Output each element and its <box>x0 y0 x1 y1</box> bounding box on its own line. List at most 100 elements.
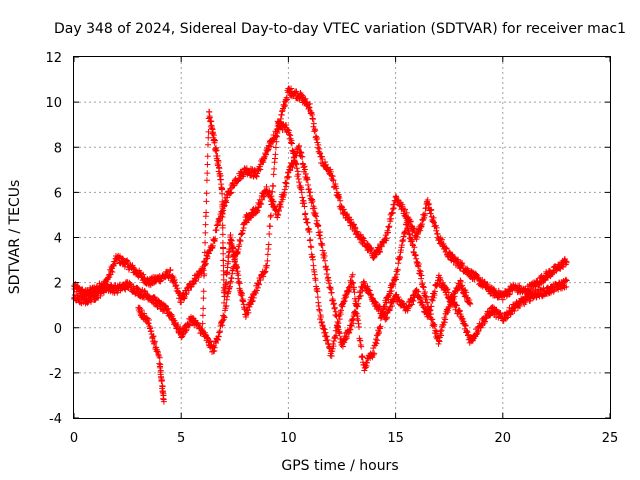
data-point <box>211 344 218 351</box>
data-point <box>429 297 436 304</box>
data-point <box>220 207 227 214</box>
data-point <box>154 304 161 311</box>
data-point <box>401 206 408 213</box>
data-point <box>407 218 414 225</box>
data-point <box>422 210 429 217</box>
data-point <box>157 367 164 374</box>
plot-frame <box>73 56 611 419</box>
data-point <box>201 249 208 256</box>
data-point <box>203 209 210 216</box>
data-point <box>349 279 356 286</box>
data-point <box>201 271 208 278</box>
data-point <box>261 269 268 276</box>
data-point <box>322 329 329 336</box>
data-point <box>336 195 343 202</box>
data-point <box>270 183 277 190</box>
data-point <box>236 280 243 287</box>
data-point <box>200 295 207 302</box>
data-point <box>427 310 434 317</box>
data-point <box>219 231 226 238</box>
data-point <box>364 283 371 290</box>
data-point <box>205 134 212 141</box>
data-point <box>440 281 447 288</box>
data-point <box>429 316 436 323</box>
y-tick-label: 0 <box>54 322 62 337</box>
chart-title: Day 348 of 2024, Sidereal Day-to-day VTE… <box>54 21 626 37</box>
data-point <box>301 203 308 210</box>
data-point <box>175 321 182 328</box>
data-point <box>357 231 364 238</box>
data-point <box>422 289 429 296</box>
data-point <box>380 311 387 318</box>
data-point <box>548 289 555 296</box>
data-point <box>260 273 267 280</box>
data-point <box>338 307 345 314</box>
data-point <box>324 266 331 273</box>
data-point <box>228 189 235 196</box>
data-point <box>226 248 233 255</box>
data-point <box>199 312 206 319</box>
data-point <box>282 102 289 109</box>
data-point <box>296 142 303 149</box>
y-tick-label: 10 <box>45 96 62 111</box>
data-point <box>220 250 227 257</box>
data-point <box>416 294 423 301</box>
data-marks <box>71 85 570 405</box>
data-point <box>322 257 329 264</box>
data-point <box>261 193 268 200</box>
data-point <box>383 235 390 242</box>
data-point <box>304 219 311 226</box>
data-point <box>205 141 211 148</box>
data-point <box>255 281 262 288</box>
data-point <box>156 354 163 361</box>
data-point <box>185 322 192 329</box>
data-point <box>490 285 497 292</box>
data-point <box>219 214 226 221</box>
data-point <box>112 260 119 267</box>
data-point <box>417 227 424 234</box>
data-point <box>258 201 265 208</box>
data-point <box>348 322 355 329</box>
data-point <box>249 297 256 304</box>
data-point <box>394 266 401 273</box>
data-point <box>276 207 283 214</box>
data-point <box>272 144 279 151</box>
data-point <box>223 302 230 309</box>
data-point <box>388 215 395 222</box>
data-point <box>277 203 284 210</box>
data-point <box>438 332 445 339</box>
data-point <box>321 326 328 333</box>
data-point <box>426 307 433 314</box>
data-point <box>387 290 394 297</box>
x-tick-label: 25 <box>602 431 619 446</box>
data-point <box>158 377 165 384</box>
data-point <box>309 198 316 205</box>
data-point <box>267 212 274 219</box>
data-point <box>201 262 208 269</box>
y-tick-label: -4 <box>49 412 62 427</box>
data-point <box>202 229 209 236</box>
data-point <box>341 298 348 305</box>
data-point <box>306 228 313 235</box>
data-point <box>203 190 210 197</box>
data-point <box>265 241 272 248</box>
data-point <box>215 158 222 165</box>
data-point <box>337 197 344 204</box>
data-point <box>308 244 315 251</box>
data-point <box>342 336 349 343</box>
data-point <box>138 307 145 314</box>
data-point <box>254 284 261 291</box>
data-point <box>212 235 219 242</box>
data-point <box>419 217 426 224</box>
data-point <box>238 290 245 297</box>
data-point <box>341 339 348 346</box>
data-point <box>210 129 217 136</box>
data-point <box>339 343 346 350</box>
data-point <box>315 141 322 148</box>
data-point <box>221 299 228 306</box>
data-point <box>313 213 320 220</box>
data-point <box>349 271 356 278</box>
data-point <box>116 254 123 261</box>
data-point <box>231 251 238 258</box>
data-point <box>220 257 227 264</box>
